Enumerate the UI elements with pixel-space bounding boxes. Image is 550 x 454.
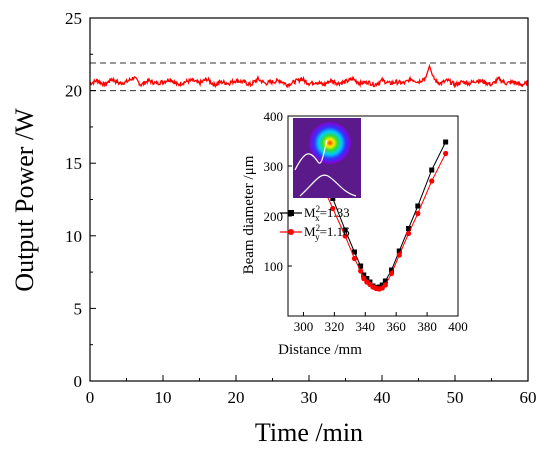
- inset-x-tick-label: 400: [448, 319, 468, 334]
- inset-point-circle: [382, 282, 388, 288]
- inset-point-square: [406, 226, 412, 231]
- main-x-tick-label: 20: [228, 388, 245, 407]
- inset-point-circle: [330, 205, 336, 212]
- inset-point-square: [389, 267, 395, 273]
- main-y-tick-label: 25: [65, 9, 82, 28]
- main-x-axis-label: Time /min: [255, 418, 363, 447]
- legend-mx-sup: 2: [316, 204, 321, 214]
- inset-point-circle: [342, 233, 348, 239]
- legend-mx-rest: =1.33: [320, 205, 350, 220]
- legend-my-base: M: [304, 224, 316, 239]
- inset-point-square: [364, 276, 370, 281]
- main-x-tick-label: 40: [374, 388, 391, 407]
- inset-point-circle: [396, 252, 402, 258]
- inset-point-circle: [415, 210, 421, 217]
- inset-y-tick-label: 200: [264, 209, 284, 224]
- inset-x-tick-label: 340: [356, 319, 376, 334]
- inset-point-circle: [405, 230, 412, 237]
- inset-point-square: [415, 203, 421, 209]
- beam-profile-image: [293, 118, 361, 198]
- main-x-tick-label: 50: [447, 388, 464, 407]
- reference-lines: [90, 62, 528, 92]
- inset-point-square: [379, 282, 385, 288]
- inset-point-square: [429, 167, 435, 173]
- inset-y-axis-label: Beam diameter /μm: [241, 155, 257, 274]
- inset-point-square: [330, 196, 336, 201]
- inset-x-ticks: 300 320 340 360 380 400: [294, 312, 468, 334]
- inset-point-square: [443, 139, 449, 145]
- inset-point-circle: [443, 150, 449, 157]
- main-x-ticks: 0 10 20 30 40 50 60: [86, 375, 537, 407]
- inset-point-circle: [429, 178, 435, 184]
- inset-x-tick-label: 380: [417, 319, 437, 334]
- legend-my-sub: y: [315, 232, 320, 242]
- svg-text:M2y=1.16: M2 y=1.16: [304, 223, 350, 242]
- main-y-tick-label: 15: [65, 154, 82, 173]
- main-y-tick-label: 10: [65, 227, 82, 246]
- legend-mx-sub: x: [315, 213, 320, 223]
- main-y-tick-label: 20: [65, 82, 82, 101]
- main-y-tick-label: 5: [74, 299, 83, 318]
- main-y-axis-label: Output Power /W: [10, 108, 39, 292]
- legend-entry-mx: M2 x=1.33: [280, 204, 350, 223]
- inset-point-circle: [361, 275, 367, 282]
- inset-x-tick-label: 300: [294, 319, 314, 334]
- legend-my-rest: =1.16: [320, 224, 351, 239]
- inset-x-axis-label: Distance /mm: [278, 342, 362, 358]
- legend-my-sup: 2: [316, 223, 321, 233]
- svg-text:M2x=1.33: M2 x=1.33: [304, 204, 350, 223]
- main-x-tick-label: 0: [86, 388, 95, 407]
- inset-point-square: [382, 278, 388, 284]
- power-trace-line: [89, 63, 529, 89]
- inset-y-tick-label: 100: [264, 259, 284, 274]
- inset-point-circle: [358, 268, 364, 274]
- inset-point-square: [396, 248, 402, 254]
- inset-y-tick-label: 400: [264, 109, 284, 124]
- inset-point-circle: [351, 255, 358, 262]
- main-x-tick-label: 30: [301, 388, 318, 407]
- inset-point-square: [361, 272, 367, 278]
- inset-y-tick-label: 300: [264, 159, 284, 174]
- legend-mx-base: M: [304, 205, 316, 220]
- main-series-group: [89, 63, 529, 89]
- main-y-ticks: 0 5 10 15 20 25: [65, 9, 96, 391]
- inset-y-ticks: 100 200 300 400: [264, 109, 292, 274]
- inset-point-square: [351, 249, 357, 255]
- inset-point-square: [342, 227, 348, 233]
- inset-x-tick-label: 360: [386, 319, 406, 334]
- main-y-tick-label: 0: [74, 372, 83, 391]
- main-x-tick-label: 10: [155, 388, 172, 407]
- inset-point-square: [358, 263, 364, 269]
- inset-point-circle: [388, 270, 395, 277]
- main-x-tick-label: 60: [520, 388, 537, 407]
- inset-legend: M2 x=1.33 M2 y=1.16: [280, 204, 350, 242]
- inset-x-tick-label: 320: [325, 319, 345, 334]
- legend-entry-my: M2 y=1.16: [280, 223, 350, 242]
